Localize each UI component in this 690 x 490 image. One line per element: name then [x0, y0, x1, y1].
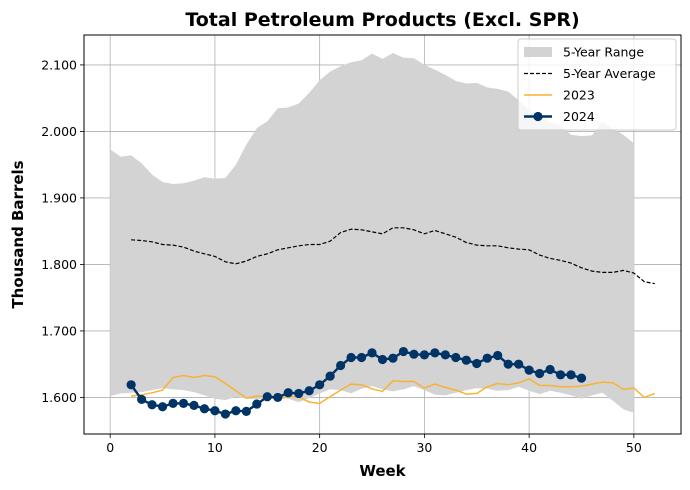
series-point-2024: [514, 359, 524, 369]
series-point-2024: [482, 353, 492, 363]
y-tick-label: 2.100: [41, 57, 77, 72]
series-point-2024: [157, 402, 168, 412]
series-point-2024: [346, 352, 356, 363]
x-tick-label: 50: [626, 440, 642, 455]
series-point-2024: [294, 388, 304, 399]
series-point-2024: [535, 368, 545, 379]
range-band: [110, 53, 634, 413]
legend-swatch-range: [524, 47, 552, 57]
series-point-2024: [273, 392, 283, 403]
x-axis-label: Week: [359, 462, 406, 480]
y-tick-label: 1.600: [41, 390, 77, 405]
series-point-2024: [524, 365, 534, 375]
series-point-2024: [388, 353, 398, 363]
legend-box: [517, 38, 677, 131]
series-point-2024: [283, 388, 293, 398]
series-point-2024: [231, 406, 241, 416]
y-tick-label: 1.700: [41, 323, 77, 338]
series-point-2024: [304, 386, 314, 396]
series-point-2024: [576, 373, 587, 383]
series-point-2024: [440, 350, 450, 360]
y-axis-label: Thousand Barrels: [9, 160, 27, 308]
x-tick-label: 10: [207, 440, 223, 455]
series-point-2024: [199, 404, 210, 414]
series-point-2024: [168, 398, 178, 409]
series-point-2024: [398, 346, 409, 357]
legend-label: 5-Year Average: [563, 66, 656, 81]
series-point-2024: [409, 349, 419, 359]
y-tick-label: 1.800: [41, 257, 77, 272]
series-point-2024: [566, 370, 576, 380]
series-point-2024: [262, 392, 272, 402]
series-point-2024: [472, 358, 482, 369]
axis-ticks: 0 10 20 30 40 50 1.600 1.700 1.800 1.900 2.000 2.10…: [41, 57, 642, 455]
chart-title: Total Petroleum Products (Excl. SPR): [185, 9, 579, 31]
y-tick-label: 2.000: [41, 124, 77, 139]
series-point-2024: [252, 399, 262, 409]
series-point-2024: [461, 355, 471, 365]
series-line-2023: [131, 374, 656, 405]
series-point-2024: [377, 354, 388, 365]
y-tick-label: 1.900: [41, 190, 77, 205]
series-point-2024: [430, 348, 440, 358]
series-point-2024: [555, 370, 566, 380]
plot-frame: [83, 34, 682, 435]
series-point-2024: [503, 359, 513, 369]
x-tick-label: 30: [416, 440, 432, 455]
series-point-2024: [451, 352, 461, 363]
series-point-2024: [545, 364, 555, 375]
x-tick-label: 0: [106, 440, 114, 455]
series-point-2024: [137, 394, 147, 405]
legend-label: 2023: [563, 88, 595, 103]
series-point-2024: [336, 360, 346, 371]
series-point-2024: [356, 352, 367, 363]
x-tick-label: 40: [521, 440, 537, 455]
series-point-2024: [419, 350, 429, 360]
series-point-2024: [178, 398, 189, 409]
series-point-2024: [189, 400, 199, 411]
series-point-2024: [367, 348, 377, 358]
x-tick-label: 20: [312, 440, 328, 455]
series-point-2024: [147, 400, 157, 410]
series-point-2024: [210, 406, 220, 416]
legend-label: 5-Year Range: [563, 45, 644, 60]
legend: 5-Year Range 5-Year Average 2023 2024: [517, 38, 677, 131]
series-point-2024: [315, 380, 325, 390]
series-point-2024: [126, 380, 136, 390]
series-point-2024: [241, 406, 251, 416]
series-point-2024: [325, 371, 335, 381]
legend-marker-2024: [533, 111, 543, 122]
series-point-2024: [493, 350, 503, 361]
plot-area: [110, 53, 656, 419]
series-point-2024: [220, 409, 230, 419]
legend-label: 2024: [563, 109, 595, 124]
